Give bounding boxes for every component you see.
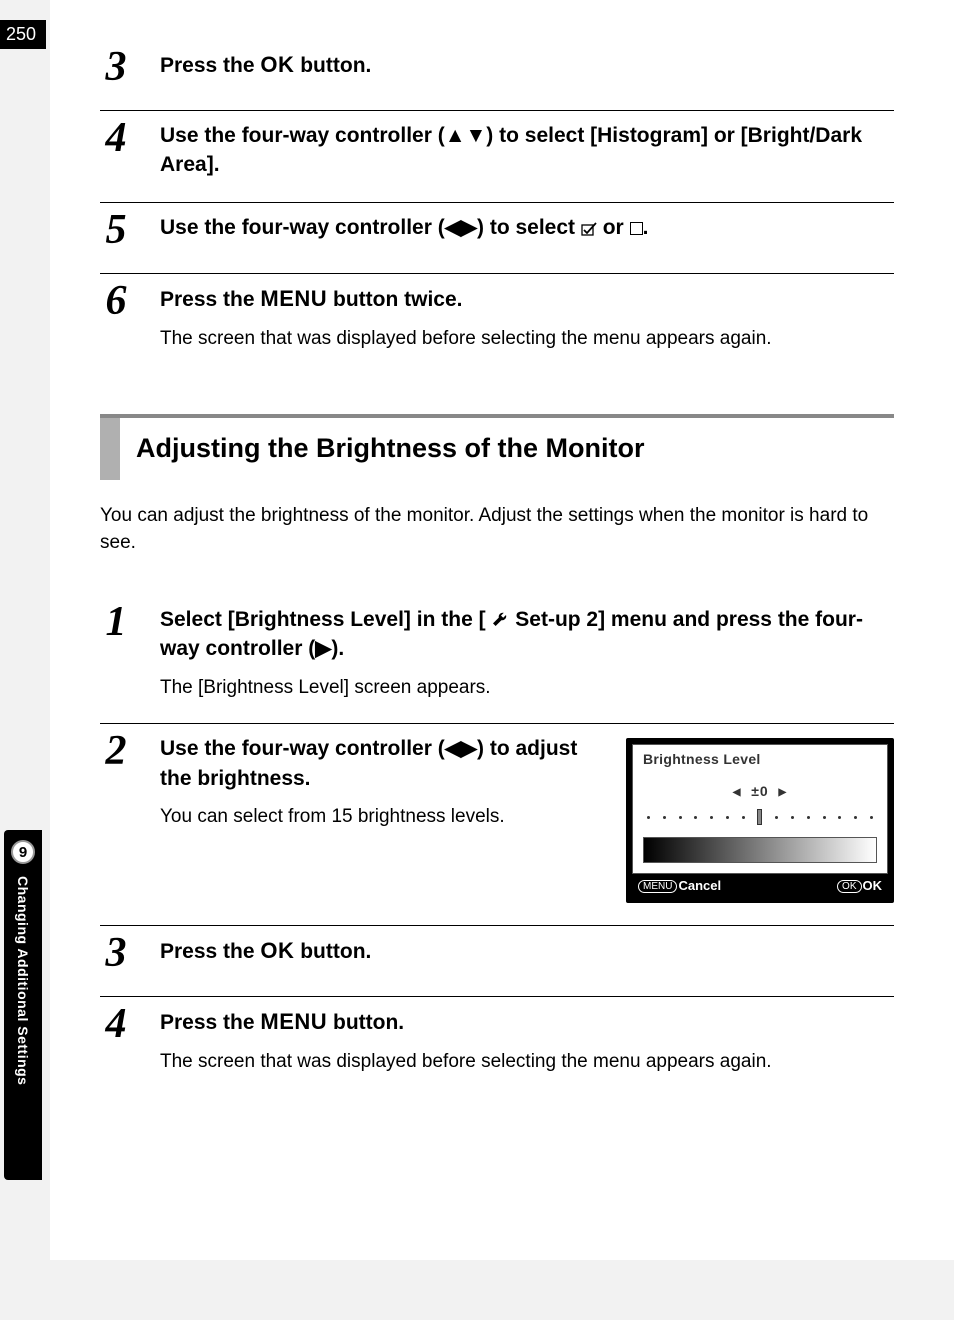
lcd-footer: MENUCancel OKOK bbox=[632, 874, 888, 897]
step-heading: Use the four-way controller (▲▼) to sele… bbox=[160, 121, 894, 180]
step-heading: Press the OK button. bbox=[160, 50, 894, 81]
step-heading: Press the MENU button. bbox=[160, 1007, 894, 1038]
step-heading: Use the four-way controller (◀▶) to sele… bbox=[160, 213, 894, 244]
slider-dot bbox=[807, 816, 810, 819]
section-intro: You can adjust the brightness of the mon… bbox=[100, 502, 894, 557]
step-a3: 3 Press the OK button. bbox=[100, 40, 894, 110]
gradient-bar bbox=[643, 837, 877, 863]
step-description: The screen that was displayed before sel… bbox=[160, 1048, 894, 1076]
wrench-icon bbox=[486, 608, 516, 631]
slider-dot bbox=[726, 816, 729, 819]
step-heading: Use the four-way controller (◀▶) to adju… bbox=[160, 734, 590, 793]
page: 250 9 Changing Additional Settings 3 Pre… bbox=[0, 0, 954, 1320]
step-number: 3 bbox=[100, 932, 132, 974]
section-heading: Adjusting the Brightness of the Monitor bbox=[100, 414, 894, 480]
menu-button-label: MENU bbox=[260, 1009, 327, 1034]
section-bar bbox=[100, 418, 120, 480]
slider-dot bbox=[791, 816, 794, 819]
slider-dot bbox=[694, 816, 697, 819]
menu-pill-icon: MENU bbox=[638, 880, 677, 893]
step-number: 4 bbox=[100, 1003, 132, 1045]
chapter-label: Changing Additional Settings bbox=[15, 876, 31, 1085]
step-b2: 2 Use the four-way controller (◀▶) to ad… bbox=[100, 723, 894, 925]
right-arrow-icon: ▶ bbox=[779, 787, 788, 798]
step-heading: Press the OK button. bbox=[160, 936, 894, 967]
checkbox-empty-icon bbox=[630, 222, 643, 235]
ok-button-label: OK bbox=[260, 938, 294, 963]
step-heading: Select [Brightness Level] in the [ Set-u… bbox=[160, 605, 894, 664]
slider-dot bbox=[663, 816, 666, 819]
step-description: The [Brightness Level] screen appears. bbox=[160, 674, 894, 702]
step-number: 5 bbox=[100, 209, 132, 251]
checkbox-checked-icon bbox=[581, 215, 597, 244]
step-b4: 4 Press the MENU button. The screen that… bbox=[100, 996, 894, 1097]
step-b3: 3 Press the OK button. bbox=[100, 925, 894, 996]
step-number: 4 bbox=[100, 117, 132, 159]
step-a4: 4 Use the four-way controller (▲▼) to se… bbox=[100, 110, 894, 202]
lcd-value: ◀ ±0 ▶ bbox=[633, 775, 887, 809]
slider-dot bbox=[647, 816, 650, 819]
slider-dot bbox=[710, 816, 713, 819]
chapter-side-tab: 9 Changing Additional Settings bbox=[4, 830, 42, 1180]
step-b1: 1 Select [Brightness Level] in the [ Set… bbox=[100, 595, 894, 723]
page-number: 250 bbox=[0, 20, 46, 49]
lcd-title: Brightness Level bbox=[633, 751, 887, 775]
slider-thumb bbox=[757, 809, 762, 825]
slider-dot bbox=[854, 816, 857, 819]
step-number: 6 bbox=[100, 280, 132, 322]
lcd-screen: Brightness Level ◀ ±0 ▶ MENUCancel OKOK bbox=[626, 738, 894, 903]
ok-pill-icon: OK bbox=[837, 880, 861, 893]
step-number: 2 bbox=[100, 730, 132, 772]
section-title: Adjusting the Brightness of the Monitor bbox=[120, 418, 644, 480]
step-description: The screen that was displayed before sel… bbox=[160, 325, 894, 353]
slider-dot bbox=[870, 816, 873, 819]
slider-dot bbox=[775, 816, 778, 819]
slider-dot bbox=[679, 816, 682, 819]
step-description: You can select from 15 brightness levels… bbox=[160, 803, 590, 831]
left-arrow-icon: ◀ bbox=[733, 787, 742, 798]
slider-dot bbox=[742, 816, 745, 819]
step-number: 1 bbox=[100, 601, 132, 643]
step-number: 3 bbox=[100, 46, 132, 88]
chapter-number: 9 bbox=[11, 840, 35, 864]
content-area: 3 Press the OK button. 4 Use the four-wa… bbox=[50, 0, 954, 1260]
slider-dot bbox=[823, 816, 826, 819]
step-a5: 5 Use the four-way controller (◀▶) to se… bbox=[100, 202, 894, 273]
menu-button-label: MENU bbox=[260, 286, 327, 311]
step-heading: Press the MENU button twice. bbox=[160, 284, 894, 315]
ok-button-label: OK bbox=[260, 52, 294, 77]
brightness-slider bbox=[633, 809, 887, 831]
slider-dot bbox=[838, 816, 841, 819]
step-a6: 6 Press the MENU button twice. The scree… bbox=[100, 273, 894, 374]
